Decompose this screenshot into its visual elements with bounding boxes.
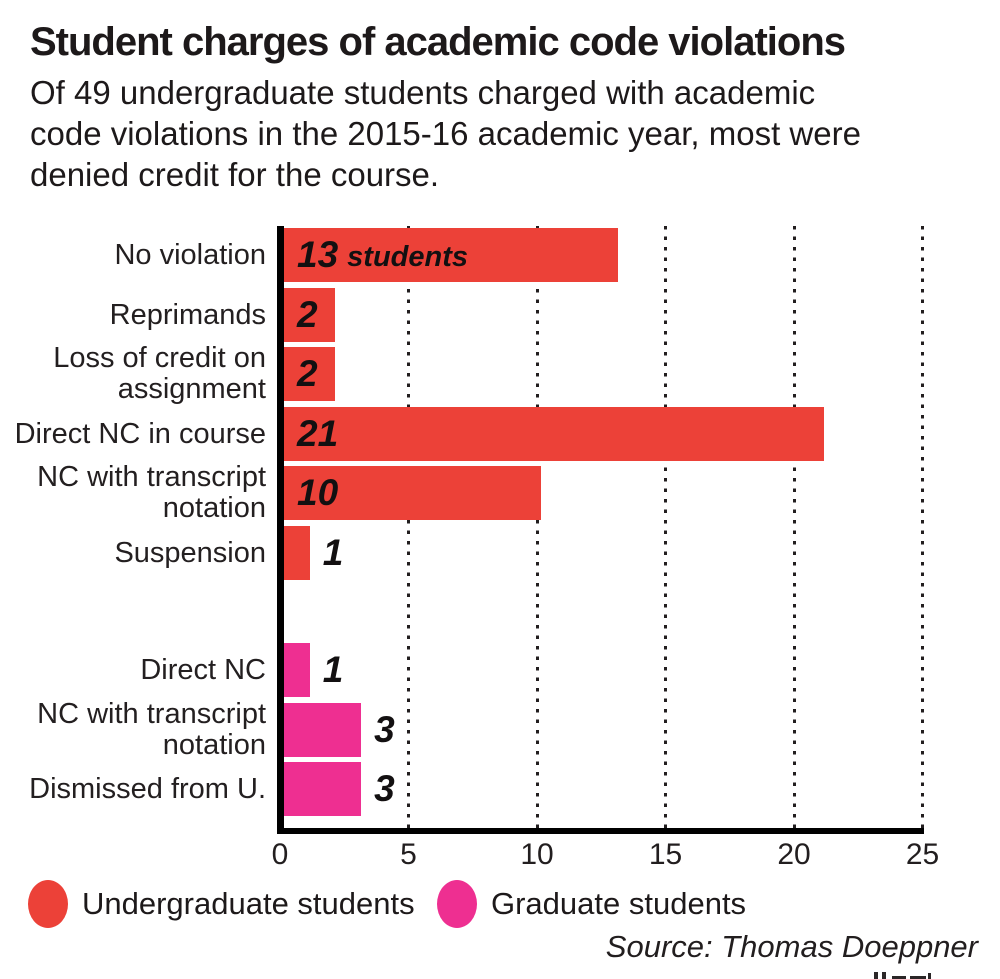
- value-label: 3: [374, 762, 395, 816]
- bar: [284, 526, 310, 580]
- plot-area: No violation 13 students Reprimands 2 Loss of…: [0, 226, 940, 871]
- value-label: 10: [297, 466, 338, 520]
- bar: [284, 466, 541, 520]
- category-label-line: notation: [162, 729, 266, 761]
- dotted-gridline: [535, 226, 539, 828]
- category-label-line: Reprimands: [109, 298, 266, 331]
- dotted-gridline: [921, 226, 924, 828]
- category-label-line: Suspension: [114, 536, 266, 569]
- category-label: Reprimands: [0, 288, 266, 342]
- x-tick-label: 10: [520, 838, 554, 871]
- category-label-line: notation: [162, 492, 266, 524]
- category-label: Dismissed from U.: [0, 762, 266, 816]
- dotted-gridline: [792, 226, 796, 828]
- letter-top-mark: [882, 972, 886, 979]
- category-label-line: assignment: [117, 373, 266, 405]
- category-label: Direct NC in course: [0, 407, 266, 461]
- value-label: 2: [297, 288, 318, 342]
- value-number: 2: [297, 294, 318, 335]
- legend-swatch-dot: [28, 880, 68, 928]
- x-tick-label: 0: [271, 838, 289, 871]
- category-label-line: No violation: [114, 238, 266, 271]
- chart-subtitle-line: denied credit for the course.: [30, 156, 440, 193]
- value-number: 21: [297, 413, 339, 454]
- letter-top-mark: [928, 973, 931, 979]
- chart-subtitle-line: Of 49 undergraduate students charged wit…: [30, 74, 816, 111]
- chart-subtitle: Of 49 undergraduate students charged wit…: [30, 72, 990, 195]
- category-label: NC with transcript notation: [0, 462, 266, 524]
- category-label: No violation: [0, 228, 266, 282]
- category-label-line: Dismissed from U.: [29, 772, 266, 805]
- bar: [284, 643, 310, 697]
- legend-label: Undergraduate students: [82, 886, 415, 921]
- letter-top-mark: [892, 976, 906, 979]
- value-suffix: students: [347, 241, 468, 273]
- bar: [284, 228, 619, 282]
- legend-item: Graduate students: [437, 879, 746, 929]
- value-label: 2: [297, 347, 318, 401]
- bar: [284, 288, 336, 342]
- category-label: NC with transcript notation: [0, 699, 266, 761]
- bar: [284, 703, 362, 757]
- value-number: 2: [297, 353, 318, 394]
- value-number: 13: [297, 234, 339, 275]
- legend-swatch-dot: [437, 880, 477, 928]
- value-label: 3: [374, 703, 395, 757]
- category-label-line: NC with transcript: [37, 698, 266, 730]
- category-label: Loss of credit on assignment: [0, 343, 266, 405]
- x-tick-label: 15: [648, 838, 683, 871]
- source-credit: Source: Thomas Doeppner: [605, 929, 978, 964]
- category-label-line: NC with transcript: [37, 461, 266, 493]
- value-number: 10: [297, 472, 339, 513]
- value-number: 1: [322, 532, 344, 573]
- chart-subtitle-line: code violations in the 2015-16 academic …: [30, 115, 861, 152]
- x-tick-label: 20: [777, 838, 811, 871]
- letter-top-mark: [874, 972, 878, 979]
- category-label: Direct NC: [0, 643, 266, 697]
- legend-item: Undergraduate students: [28, 879, 415, 929]
- value-label: 13 students: [297, 228, 468, 282]
- page-title: Student charges of academic code violati…: [30, 20, 846, 64]
- clipped-text-remnant: [860, 970, 950, 979]
- dotted-gridline: [407, 226, 410, 828]
- value-number: 3: [374, 709, 395, 750]
- legend-label: Graduate students: [491, 886, 747, 921]
- bar: [284, 347, 336, 401]
- letter-top-mark: [910, 976, 926, 979]
- value-number: 3: [374, 768, 395, 809]
- category-label-line: Direct NC: [140, 653, 266, 686]
- value-label: 21: [297, 407, 338, 461]
- y-axis-line: [277, 226, 284, 834]
- bar: [284, 762, 362, 816]
- value-label: 1: [323, 526, 344, 580]
- value-number: 1: [322, 649, 344, 690]
- category-label-line: Direct NC in course: [14, 417, 266, 450]
- bar: [284, 407, 824, 461]
- x-tick-label: 5: [400, 838, 417, 871]
- dotted-gridline: [664, 226, 667, 828]
- category-label-line: Loss of credit on: [53, 342, 266, 374]
- x-tick-label: 25: [905, 838, 940, 871]
- category-label: Suspension: [0, 526, 266, 580]
- x-axis-line: [277, 828, 924, 834]
- value-label: 1: [323, 643, 344, 697]
